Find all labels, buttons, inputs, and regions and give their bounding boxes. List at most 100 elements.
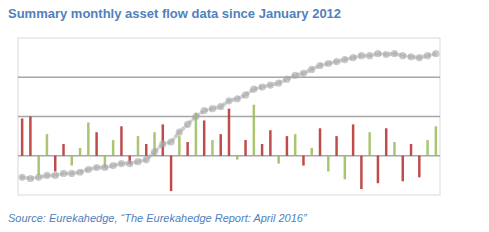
bar <box>311 148 313 156</box>
bar <box>120 126 122 155</box>
bar <box>393 142 395 156</box>
line-marker <box>60 170 67 177</box>
bar <box>327 156 329 172</box>
bar <box>352 124 354 155</box>
bar <box>29 117 31 156</box>
bar <box>261 144 263 156</box>
line-marker <box>184 121 191 128</box>
line-marker <box>275 80 282 87</box>
bar <box>178 136 180 156</box>
chart: Summary monthly asset flow data since Ja… <box>0 0 489 232</box>
bar <box>335 136 337 156</box>
bar <box>219 134 221 156</box>
bar <box>228 109 230 156</box>
line-marker <box>134 158 141 165</box>
bar <box>360 156 362 189</box>
line-marker <box>399 52 406 59</box>
line-marker <box>267 82 274 89</box>
line-marker <box>192 113 199 120</box>
bar <box>211 140 213 156</box>
line-marker <box>143 156 150 163</box>
line <box>22 54 436 179</box>
bar <box>79 148 81 156</box>
line-marker <box>52 172 59 179</box>
line-marker <box>242 91 249 98</box>
bar <box>37 156 39 176</box>
bar <box>170 156 172 191</box>
bar <box>95 132 97 156</box>
line-marker <box>292 72 299 79</box>
title: Summary monthly asset flow data since Ja… <box>8 6 341 21</box>
line-marker <box>93 164 100 171</box>
bar <box>269 130 271 156</box>
line-marker <box>258 83 265 90</box>
line-marker <box>250 85 257 92</box>
line-marker <box>416 54 423 61</box>
line-marker <box>27 175 34 182</box>
bar <box>385 128 387 155</box>
line-marker <box>167 138 174 145</box>
bar <box>402 156 404 182</box>
bar <box>344 156 346 180</box>
bar <box>277 156 279 164</box>
bar <box>236 156 238 160</box>
bar <box>54 156 56 172</box>
plot-area <box>19 50 440 191</box>
line-marker <box>234 95 241 102</box>
bar <box>87 122 89 155</box>
line-marker <box>316 62 323 69</box>
bar <box>21 118 23 155</box>
line-marker <box>217 103 224 110</box>
bar <box>286 136 288 156</box>
line-marker <box>407 53 414 60</box>
line-marker <box>333 58 340 65</box>
line-marker <box>68 170 75 177</box>
bar <box>112 140 114 156</box>
line-marker <box>391 50 398 57</box>
bar <box>203 120 205 155</box>
line-marker <box>374 50 381 57</box>
bar <box>145 144 147 156</box>
line-marker <box>176 129 183 136</box>
bar <box>71 156 73 166</box>
grid-line <box>18 77 440 78</box>
line-marker <box>118 160 125 167</box>
line-marker <box>300 70 307 77</box>
line-marker <box>432 50 439 57</box>
line-marker <box>19 174 26 181</box>
line-marker <box>201 107 208 114</box>
line-marker <box>325 60 332 67</box>
line-marker <box>383 51 390 58</box>
line-marker <box>225 97 232 104</box>
line-marker <box>76 169 83 176</box>
line-marker <box>283 76 290 83</box>
bar <box>302 156 304 166</box>
line-marker <box>101 164 108 171</box>
bar <box>253 105 255 156</box>
plot-frame <box>18 38 440 195</box>
bar <box>244 140 246 156</box>
bar <box>377 156 379 183</box>
bar <box>46 134 48 156</box>
line-marker <box>110 162 117 169</box>
bar <box>294 134 296 156</box>
bar <box>418 156 420 178</box>
bar <box>319 128 321 155</box>
line-marker <box>209 105 216 112</box>
line-marker <box>358 52 365 59</box>
bar <box>368 132 370 156</box>
line-marker <box>424 52 431 59</box>
bar <box>186 142 188 156</box>
line-marker <box>126 160 133 167</box>
bar <box>435 126 437 155</box>
bar <box>410 144 412 156</box>
line-marker <box>43 172 50 179</box>
source: Source: Eurekahedge, “The Eurekahedge Re… <box>8 212 308 224</box>
line-marker <box>151 148 158 155</box>
bar <box>162 124 164 155</box>
line-marker <box>159 140 166 147</box>
line-marker <box>35 174 42 181</box>
line-marker <box>341 56 348 63</box>
line-marker <box>85 166 92 173</box>
bar <box>137 136 139 156</box>
